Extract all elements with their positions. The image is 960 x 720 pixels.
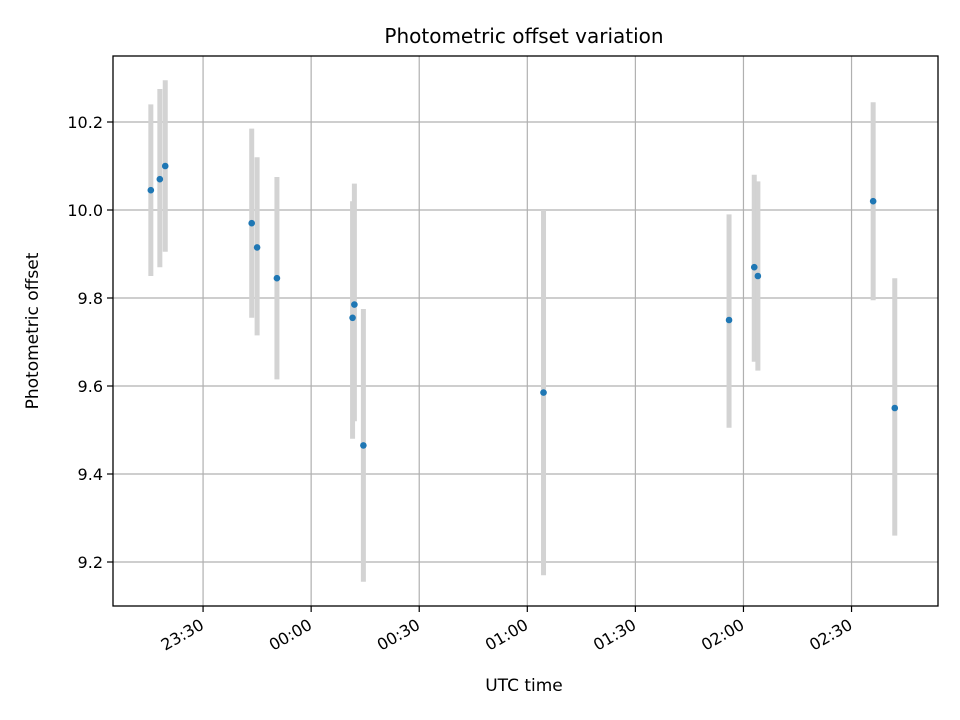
- data-point: [869, 197, 877, 205]
- data-point: [754, 272, 762, 280]
- data-point: [349, 314, 356, 322]
- x-tick-label: 02:00: [698, 615, 747, 655]
- plot-frame: [112, 55, 939, 607]
- y-tick-label: 10.2: [67, 113, 103, 132]
- x-axis-ticks: 23:30 00:00 00:30 01:00 01:30 02:00 02:30: [158, 606, 856, 655]
- y-tick-label: 9.8: [78, 289, 103, 308]
- data-point: [725, 316, 733, 324]
- grid: [113, 56, 938, 606]
- data-point: [161, 162, 169, 170]
- y-axis-ticks: 9.2 9.4 9.6 9.8 10.0 10.2: [67, 113, 113, 572]
- error-bars: [148, 80, 898, 582]
- data-point: [273, 274, 281, 282]
- data-point: [253, 244, 261, 251]
- x-axis-label: UTC time: [485, 676, 563, 696]
- data-point: [750, 263, 758, 271]
- data-point: [156, 175, 164, 183]
- data-points: [147, 162, 899, 449]
- y-tick-label: 9.6: [78, 377, 103, 396]
- x-tick-label: 00:30: [374, 615, 423, 655]
- data-point: [248, 219, 256, 227]
- y-tick-label: 9.2: [78, 553, 103, 572]
- chart-title: Photometric offset variation: [384, 24, 663, 48]
- data-point: [891, 404, 899, 412]
- y-tick-label: 10.0: [67, 201, 103, 220]
- data-point: [540, 389, 547, 396]
- data-point: [147, 186, 155, 194]
- x-tick-label: 02:30: [806, 615, 855, 655]
- x-tick-label: 00:00: [266, 615, 315, 655]
- x-tick-label: 01:30: [590, 615, 639, 655]
- data-point: [360, 442, 367, 449]
- y-axis-label: Photometric offset: [23, 252, 43, 409]
- data-point: [351, 301, 358, 308]
- y-tick-label: 9.4: [78, 465, 103, 484]
- x-tick-label: 23:30: [158, 615, 207, 655]
- x-tick-label: 01:00: [482, 615, 531, 655]
